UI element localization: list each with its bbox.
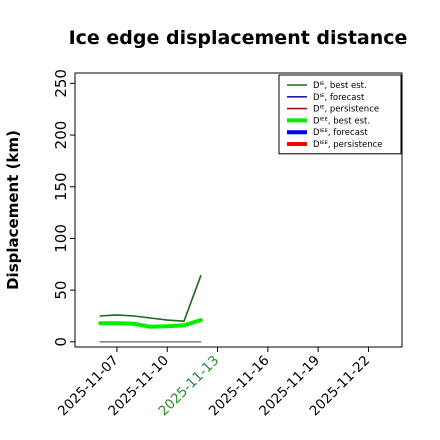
chart-title: Ice edge displacement distance [69,27,408,49]
y-tick-label: 200 [52,121,70,150]
y-tick-label: 150 [52,172,70,201]
plot-frame [74,72,403,348]
y-tick-label: 0 [52,337,70,347]
y-tick-label: 100 [52,224,70,253]
legend-label: Dᴵᴱᴱ, persistence [313,140,382,150]
series-line-3 [98,318,203,329]
series-line-0 [99,274,202,323]
legend-label: Dᴵᴱ, best est. [313,81,367,91]
legend-label: Dᴵᴱᴱ, best est. [313,116,370,126]
legend-label: Dᴵᴱᴱ, forecast [313,128,368,138]
legend: Dᴵᴱ, best est. Dᴵᴱ, forecast Dᴵᴱ, persiste… [278,74,402,155]
y-tick-label: 50 [52,281,70,300]
legend-box [278,74,402,155]
series-lines [98,274,203,343]
y-tick-label: 250 [52,69,70,98]
legend-label: Dᴵᴱ, persistence [313,105,379,115]
y-axis-label: Displacement (km) [4,130,22,290]
legend-label: Dᴵᴱ, forecast [313,93,365,103]
